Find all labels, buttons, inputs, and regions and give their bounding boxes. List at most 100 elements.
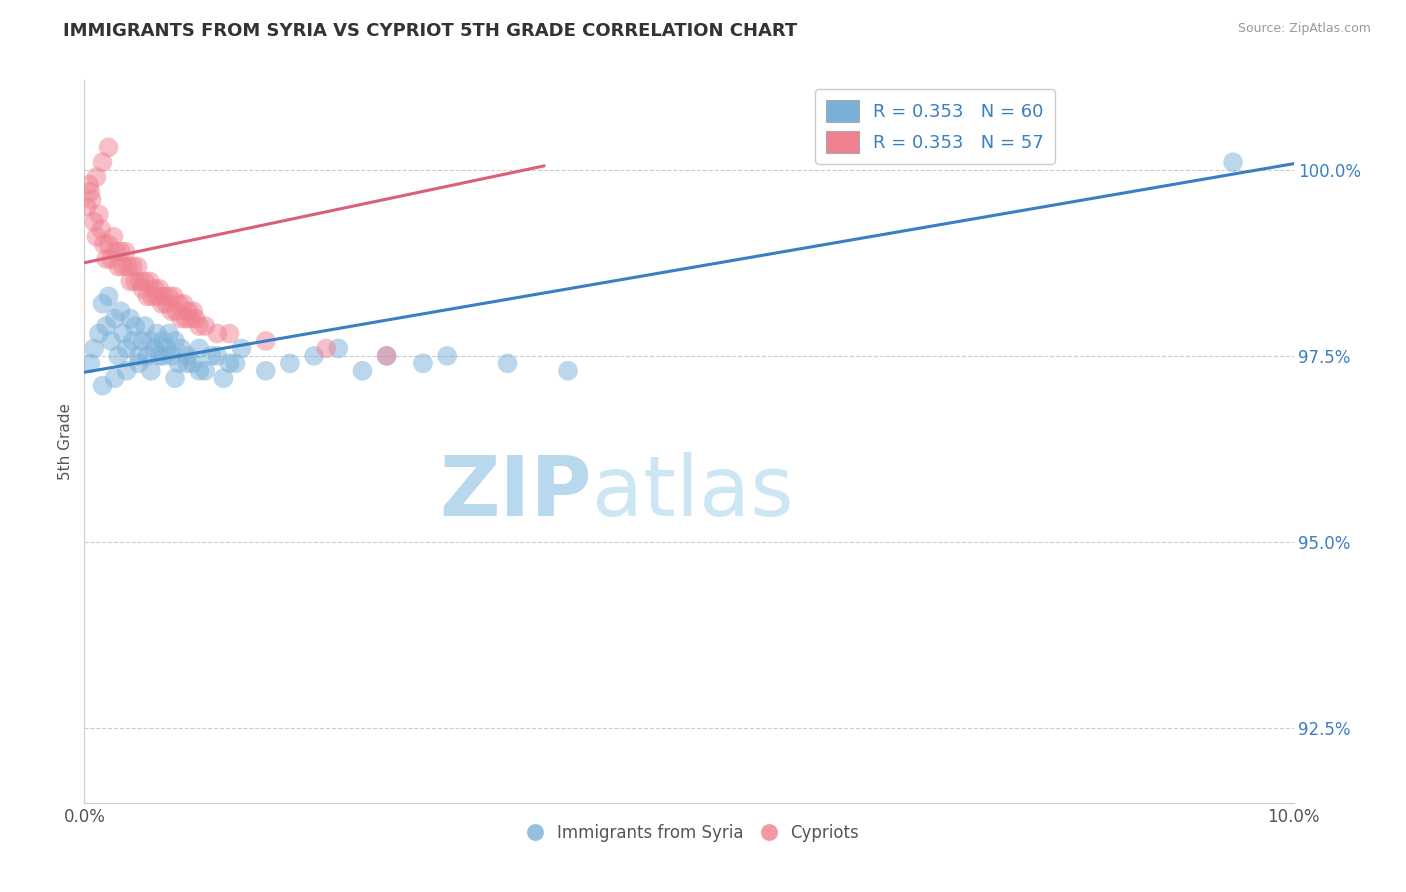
- Point: [86, 170, 108, 185]
- Point: [107, 260, 129, 274]
- Point: [148, 349, 170, 363]
- Point: [120, 274, 142, 288]
- Point: [97, 237, 120, 252]
- Point: [160, 304, 183, 318]
- Point: [121, 334, 143, 348]
- Point: [91, 155, 114, 169]
- Point: [115, 342, 138, 356]
- Point: [375, 349, 398, 363]
- Point: [134, 319, 156, 334]
- Point: [167, 356, 190, 370]
- Point: [188, 319, 211, 334]
- Point: [157, 326, 180, 341]
- Point: [143, 342, 166, 356]
- Point: [87, 326, 110, 341]
- Point: [79, 185, 101, 199]
- Point: [412, 356, 434, 370]
- Point: [128, 356, 150, 370]
- Point: [200, 349, 222, 363]
- Point: [110, 244, 132, 259]
- Point: [218, 326, 240, 341]
- Point: [207, 349, 229, 363]
- Point: [103, 229, 125, 244]
- Point: [76, 200, 98, 214]
- Point: [177, 304, 200, 318]
- Point: [436, 349, 458, 363]
- Point: [90, 222, 112, 236]
- Point: [218, 356, 240, 370]
- Point: [146, 289, 169, 303]
- Point: [124, 319, 146, 334]
- Point: [167, 297, 190, 311]
- Point: [112, 326, 135, 341]
- Point: [496, 356, 519, 370]
- Point: [107, 349, 129, 363]
- Point: [146, 326, 169, 341]
- Point: [375, 349, 398, 363]
- Point: [170, 311, 193, 326]
- Point: [91, 297, 114, 311]
- Point: [557, 364, 579, 378]
- Point: [97, 289, 120, 303]
- Point: [129, 274, 152, 288]
- Point: [91, 378, 114, 392]
- Point: [104, 244, 127, 259]
- Point: [83, 215, 105, 229]
- Point: [86, 229, 108, 244]
- Point: [139, 364, 162, 378]
- Point: [112, 260, 135, 274]
- Point: [165, 334, 187, 348]
- Point: [114, 244, 136, 259]
- Point: [176, 349, 198, 363]
- Point: [207, 326, 229, 341]
- Point: [124, 274, 146, 288]
- Point: [136, 349, 159, 363]
- Point: [131, 282, 153, 296]
- Point: [163, 289, 186, 303]
- Point: [104, 371, 127, 385]
- Point: [77, 178, 100, 192]
- Text: ZIP: ZIP: [440, 451, 592, 533]
- Point: [170, 342, 193, 356]
- Point: [150, 297, 173, 311]
- Point: [160, 349, 183, 363]
- Point: [173, 297, 195, 311]
- Point: [278, 356, 301, 370]
- Point: [94, 252, 117, 266]
- Point: [155, 342, 177, 356]
- Point: [100, 334, 122, 348]
- Point: [328, 342, 350, 356]
- Point: [212, 371, 235, 385]
- Point: [136, 289, 159, 303]
- Point: [157, 289, 180, 303]
- Point: [181, 304, 204, 318]
- Point: [315, 342, 337, 356]
- Point: [127, 260, 149, 274]
- Point: [121, 260, 143, 274]
- Point: [131, 334, 153, 348]
- Point: [176, 356, 198, 370]
- Text: IMMIGRANTS FROM SYRIA VS CYPRIOT 5TH GRADE CORRELATION CHART: IMMIGRANTS FROM SYRIA VS CYPRIOT 5TH GRA…: [63, 22, 797, 40]
- Point: [93, 237, 115, 252]
- Point: [104, 311, 127, 326]
- Point: [194, 319, 217, 334]
- Point: [180, 311, 202, 326]
- Point: [138, 274, 160, 288]
- Point: [165, 371, 187, 385]
- Point: [231, 342, 253, 356]
- Legend: Immigrants from Syria, Cypriots: Immigrants from Syria, Cypriots: [512, 817, 866, 848]
- Point: [153, 289, 176, 303]
- Point: [94, 319, 117, 334]
- Y-axis label: 5th Grade: 5th Grade: [58, 403, 73, 480]
- Point: [115, 364, 138, 378]
- Point: [188, 364, 211, 378]
- Point: [184, 311, 207, 326]
- Point: [254, 334, 277, 348]
- Point: [80, 193, 103, 207]
- Point: [139, 334, 162, 348]
- Point: [87, 207, 110, 221]
- Point: [1222, 155, 1244, 169]
- Point: [352, 364, 374, 378]
- Point: [79, 356, 101, 370]
- Point: [254, 364, 277, 378]
